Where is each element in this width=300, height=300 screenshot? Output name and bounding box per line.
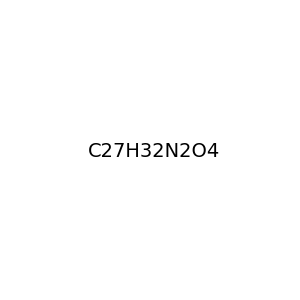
Text: C27H32N2O4: C27H32N2O4 [88,142,220,161]
